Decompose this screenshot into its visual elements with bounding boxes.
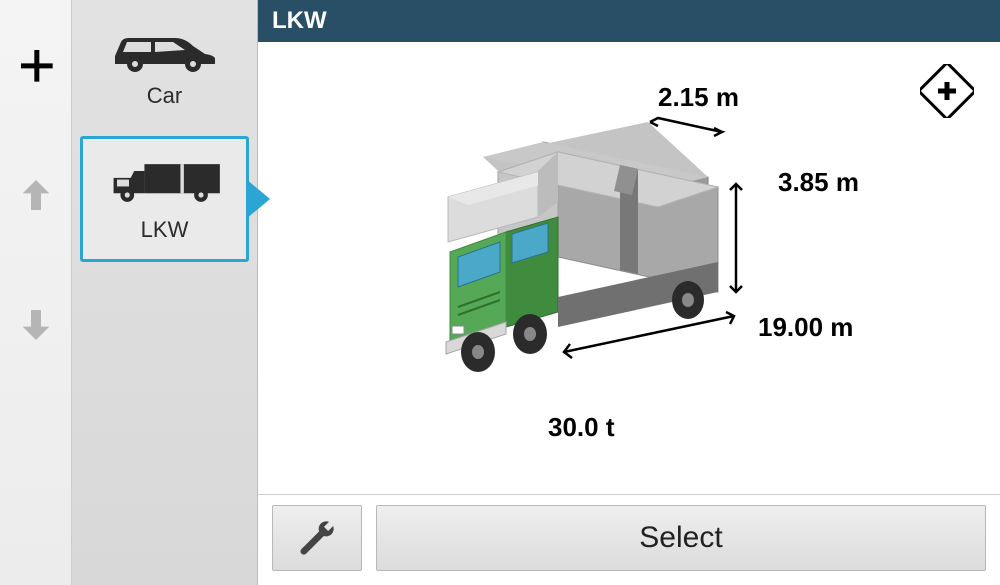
dimension-weight: 30.0 t: [548, 412, 615, 443]
scroll-up-button[interactable]: [0, 130, 72, 260]
dimension-height: 3.85 m: [778, 167, 859, 198]
vehicle-item-label: LKW: [141, 217, 189, 243]
select-button-label: Select: [639, 521, 722, 555]
vehicle-list: Car LKW: [72, 0, 258, 585]
truck-diagram: [388, 102, 758, 402]
vehicle-item-car[interactable]: Car: [72, 0, 257, 130]
vehicle-item-label: Car: [147, 83, 182, 109]
scroll-down-button[interactable]: [0, 260, 72, 390]
truck-icon: [105, 156, 225, 211]
vehicle-item-lkw[interactable]: LKW: [80, 136, 249, 262]
icon-rail: [0, 0, 72, 585]
wrench-icon: [297, 518, 337, 558]
car-icon: [105, 22, 225, 77]
dimension-width: 2.15 m: [658, 82, 739, 113]
settings-button[interactable]: [272, 505, 362, 571]
arrow-up-icon: [16, 175, 56, 215]
arrow-down-icon: [16, 305, 56, 345]
page-title: LKW: [258, 0, 1000, 42]
add-vehicle-button[interactable]: [0, 0, 72, 130]
vehicle-detail: 2.15 m 3.85 m 19.00 m 30.0 t: [258, 42, 1000, 495]
bottom-bar: Select: [258, 495, 1000, 585]
select-button[interactable]: Select: [376, 505, 986, 571]
main-panel: LKW: [258, 0, 1000, 585]
hazmat-icon[interactable]: [920, 64, 974, 118]
dimension-length: 19.00 m: [758, 312, 853, 343]
app-root: Car LKW LKW: [0, 0, 1000, 585]
plus-icon: [16, 45, 56, 85]
